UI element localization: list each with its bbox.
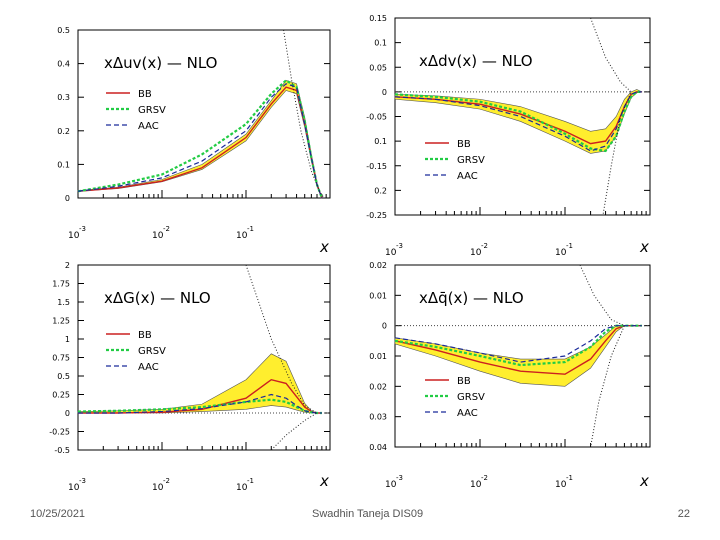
y-tick-label: 0.5 [57,26,70,35]
x-tick-label: 10 [152,483,164,493]
y-tick-label: 1.25 [52,317,70,326]
legend-label-aac: AAC [138,362,159,373]
y-tick-label: 0.15 [369,14,387,23]
footer-author: Swadhin Taneja DIS09 [312,508,424,520]
y-tick-label: 0.2 [57,127,70,136]
legend-label-aac: AAC [457,171,478,182]
x-tick-exponent: -1 [566,474,573,482]
positivity-bound-line [579,264,626,448]
x-tick-exponent: -1 [247,225,254,233]
y-tick-label: 0.02 [369,261,387,270]
x-tick-exponent: -2 [163,477,170,485]
x-tick-exponent: -3 [396,242,403,250]
y-tick-label: 0 [382,322,387,331]
y-tick-label: 1.75 [52,280,70,289]
y-tick-label: 0.4 [57,60,70,69]
x-tick-label: 10 [152,231,164,241]
plot-frame [77,264,331,451]
x-tick-label: 10 [385,480,397,490]
footer-date: 10/25/2021 [30,508,86,520]
legend-label-bb: BB [138,330,152,341]
x-axis-label: x [639,238,649,256]
y-tick-label: 0.2 [374,186,387,195]
panel-title: xΔq̄(x) — NLO [419,289,524,307]
series-line-grsv [394,90,642,153]
series-line-aac [78,393,322,414]
x-tick-exponent: -3 [396,474,403,482]
plot-frame [77,29,331,199]
positivity-bound-line [590,17,632,216]
y-tick-label: 1 [65,335,70,344]
positivity-bound-line [245,264,318,451]
legend-label-aac: AAC [138,121,159,132]
y-tick-label: 0.75 [52,354,70,363]
x-tick-exponent: -2 [481,474,488,482]
y-tick-label: 0.04 [369,443,387,452]
y-tick-label: 0 [65,194,70,203]
x-axis-label: x [319,238,329,256]
x-tick-exponent: -3 [79,477,86,485]
y-tick-label: 2 [65,261,70,270]
positivity-bound-line [283,29,325,199]
y-tick-label: 0.1 [57,160,70,169]
series-line-aac [77,83,323,199]
x-tick-exponent: -2 [481,242,488,250]
series-line-aac [394,91,642,152]
x-tick-exponent: -2 [163,225,170,233]
y-tick-label: 0.1 [374,137,387,146]
x-tick-label: 10 [236,231,248,241]
chart-dv: -0.250.2-0.150.1-0.0500.050.10.1510-310-… [366,14,651,258]
y-tick-label: 0.01 [369,291,387,300]
legend-label-bb: BB [457,139,471,150]
chart-G: -0.5-0.2500.250.50.7511.251.51.75210-310… [49,261,331,493]
x-tick-exponent: -3 [79,225,86,233]
x-tick-label: 10 [68,483,80,493]
x-axis-label: x [639,472,649,490]
x-tick-label: 10 [470,248,482,258]
x-tick-label: 10 [470,480,482,490]
y-tick-label: 1.5 [57,298,70,307]
legend-label-bb: BB [138,89,152,100]
y-tick-label: -0.15 [366,162,387,171]
y-tick-label: 0.01 [369,352,387,361]
y-tick-label: 0.5 [57,372,70,381]
y-tick-label: 0.3 [57,93,70,102]
y-tick-label: 0.25 [52,391,70,400]
x-tick-exponent: -1 [566,242,573,250]
x-tick-exponent: -1 [247,477,254,485]
legend-label-grsv: GRSV [138,105,166,116]
x-tick-label: 10 [236,483,248,493]
y-tick-label: 0.05 [369,63,387,72]
y-tick-label: -0.25 [366,211,387,220]
y-tick-label: 0.1 [374,39,387,48]
x-tick-label: 10 [68,231,80,241]
y-tick-label: 0 [382,88,387,97]
x-axis-label: x [319,472,329,490]
series-line-aac [394,325,642,363]
y-tick-label: -0.5 [54,446,70,455]
panel-title: xΔG(x) — NLO [104,289,211,307]
x-tick-label: 10 [385,248,397,258]
footer-page-number: 22 [677,508,690,520]
y-tick-label: 0 [65,409,70,418]
legend-label-aac: AAC [457,408,478,419]
legend-label-grsv: GRSV [138,346,166,357]
y-tick-label: -0.25 [49,428,70,437]
legend-label-grsv: GRSV [457,155,485,166]
legend-label-bb: BB [457,376,471,387]
y-tick-label: 0.02 [369,382,387,391]
panel-title: xΔdv(x) — NLO [419,52,533,70]
x-tick-label: 10 [555,480,567,490]
x-tick-label: 10 [555,248,567,258]
panel-title: xΔuv(x) — NLO [104,54,218,72]
legend-label-grsv: GRSV [457,392,485,403]
y-tick-label: 0.03 [369,413,387,422]
y-tick-label: -0.05 [366,113,387,122]
